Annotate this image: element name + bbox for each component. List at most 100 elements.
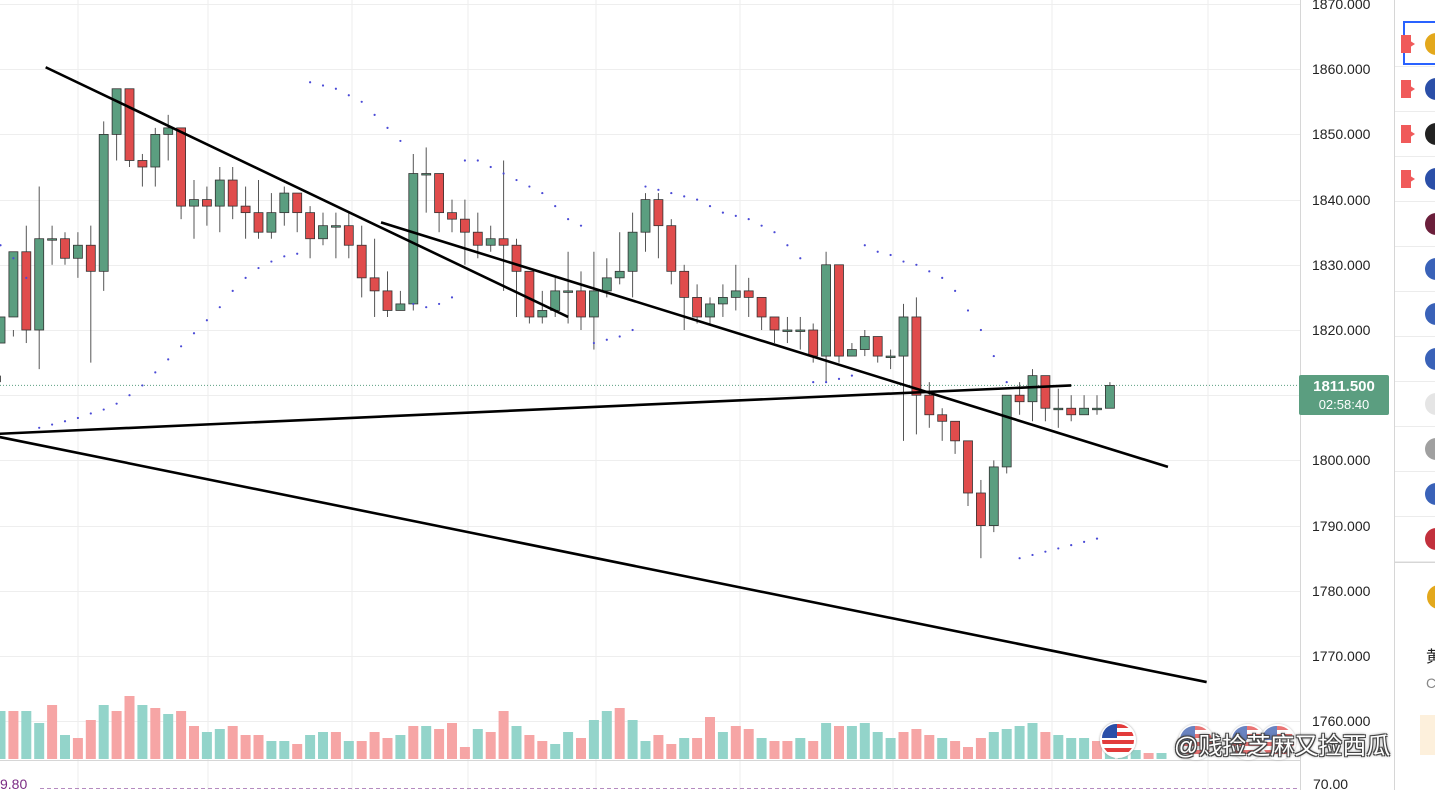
price-tick-label: 1820.000 [1312, 322, 1371, 338]
sar-dot [734, 214, 737, 217]
volume-bar [124, 696, 135, 759]
sar-dot [567, 218, 570, 221]
candle-up [330, 225, 341, 228]
sar-dot [863, 244, 866, 247]
a-logo-icon [1425, 213, 1435, 235]
price-tick-label: 1760.000 [1312, 713, 1371, 730]
sar-dot [760, 224, 763, 227]
watchlist-row[interactable] [1395, 382, 1435, 427]
candle-down [937, 414, 948, 422]
sar-dot [1070, 544, 1073, 547]
candle-down [498, 238, 509, 246]
sar-dot [837, 377, 841, 380]
candle-down [85, 244, 96, 272]
watchlist-row[interactable] [1395, 247, 1435, 292]
volume-bar [756, 738, 767, 759]
candle-down [743, 290, 754, 298]
volume-bar [640, 741, 651, 759]
volume-bar [937, 738, 948, 759]
sar-dot [283, 255, 286, 258]
price-tick-label: 1840.000 [1312, 191, 1371, 208]
watchlist-row[interactable] [1395, 112, 1435, 157]
volume-bar [421, 726, 432, 759]
volume-bar [1066, 738, 1077, 759]
sar-dot [128, 394, 131, 397]
sar-dot [799, 257, 802, 260]
volume-bar [318, 732, 328, 759]
volume-bar [498, 711, 509, 759]
sar-dot [296, 252, 299, 255]
sar-dot [334, 87, 337, 90]
sar-dot [1057, 547, 1060, 550]
candle-up [485, 238, 496, 246]
sar-dot [515, 178, 518, 182]
grey-coin-icon [1425, 393, 1435, 415]
volume-bar [911, 729, 922, 759]
watchlist-row[interactable] [1395, 337, 1435, 382]
volume-bar [382, 738, 393, 759]
candle-down [834, 264, 844, 357]
watchlist-row[interactable] [1395, 427, 1435, 472]
gold-coin-icon [1427, 585, 1435, 609]
watchlist-row[interactable] [1395, 472, 1435, 517]
watchlist-row[interactable] [1395, 292, 1435, 337]
volume-bar [576, 738, 586, 759]
candle-down [1040, 375, 1051, 409]
candle-down [343, 225, 354, 246]
us-flag-icon [1425, 258, 1435, 280]
watchlist-row[interactable] [1395, 517, 1435, 562]
candle-down [305, 212, 316, 240]
price-tick-label: 1860.000 [1312, 61, 1371, 78]
flag-marker-icon[interactable] [1401, 80, 1415, 98]
volume-bar [253, 735, 264, 759]
red-coin-icon [1425, 528, 1435, 550]
candle-down [653, 199, 664, 227]
sar-dot [979, 328, 983, 332]
candlestick-chart[interactable] [0, 0, 1300, 790]
volume-bar [730, 726, 741, 759]
sar-dot [1031, 553, 1034, 557]
sar-dot [373, 113, 376, 116]
volume-bar [627, 720, 638, 759]
session-box [1420, 715, 1435, 755]
candle-down [1066, 407, 1077, 416]
volume-bar [1040, 732, 1051, 759]
volume-bar [201, 732, 212, 759]
volume-bar [447, 723, 457, 759]
volume-bar [1027, 723, 1038, 759]
watchlist-row[interactable] [1395, 202, 1435, 247]
chart-area[interactable]: 9.80 [0, 0, 1300, 792]
candle-down [872, 336, 883, 357]
volume-bar [885, 738, 896, 759]
price-tick-label: 1800.000 [1312, 452, 1371, 469]
candle-down [524, 270, 535, 318]
us-flag-icon [1425, 348, 1435, 370]
sar-dot [618, 335, 621, 338]
sar-dot [425, 306, 428, 309]
volume-bar [511, 726, 522, 759]
flag-marker-icon[interactable] [1401, 125, 1415, 143]
candle-down [137, 160, 148, 168]
watchlist-row[interactable] [1395, 67, 1435, 112]
sar-dot [954, 289, 957, 292]
candle-up [408, 173, 419, 305]
sar-dot [644, 185, 647, 188]
sar-dot [463, 159, 466, 162]
candle-up [279, 192, 290, 214]
sar-dot [528, 185, 531, 188]
volume-bar [924, 735, 935, 759]
sar-dot [51, 423, 54, 426]
volume-bar [1130, 750, 1141, 759]
watchlist-row[interactable] [1395, 157, 1435, 202]
sar-dot [76, 416, 79, 420]
volume-bar [395, 735, 406, 759]
volume-bar [795, 738, 806, 759]
sar-dot [450, 296, 454, 299]
flag-marker-icon[interactable] [1401, 170, 1415, 188]
flag-marker-icon[interactable] [1401, 35, 1415, 53]
sar-dot [489, 165, 492, 169]
volume-bar [601, 711, 612, 759]
candle-up [189, 199, 199, 207]
watchlist-row[interactable] [1395, 22, 1435, 67]
volume-bar [434, 729, 445, 759]
